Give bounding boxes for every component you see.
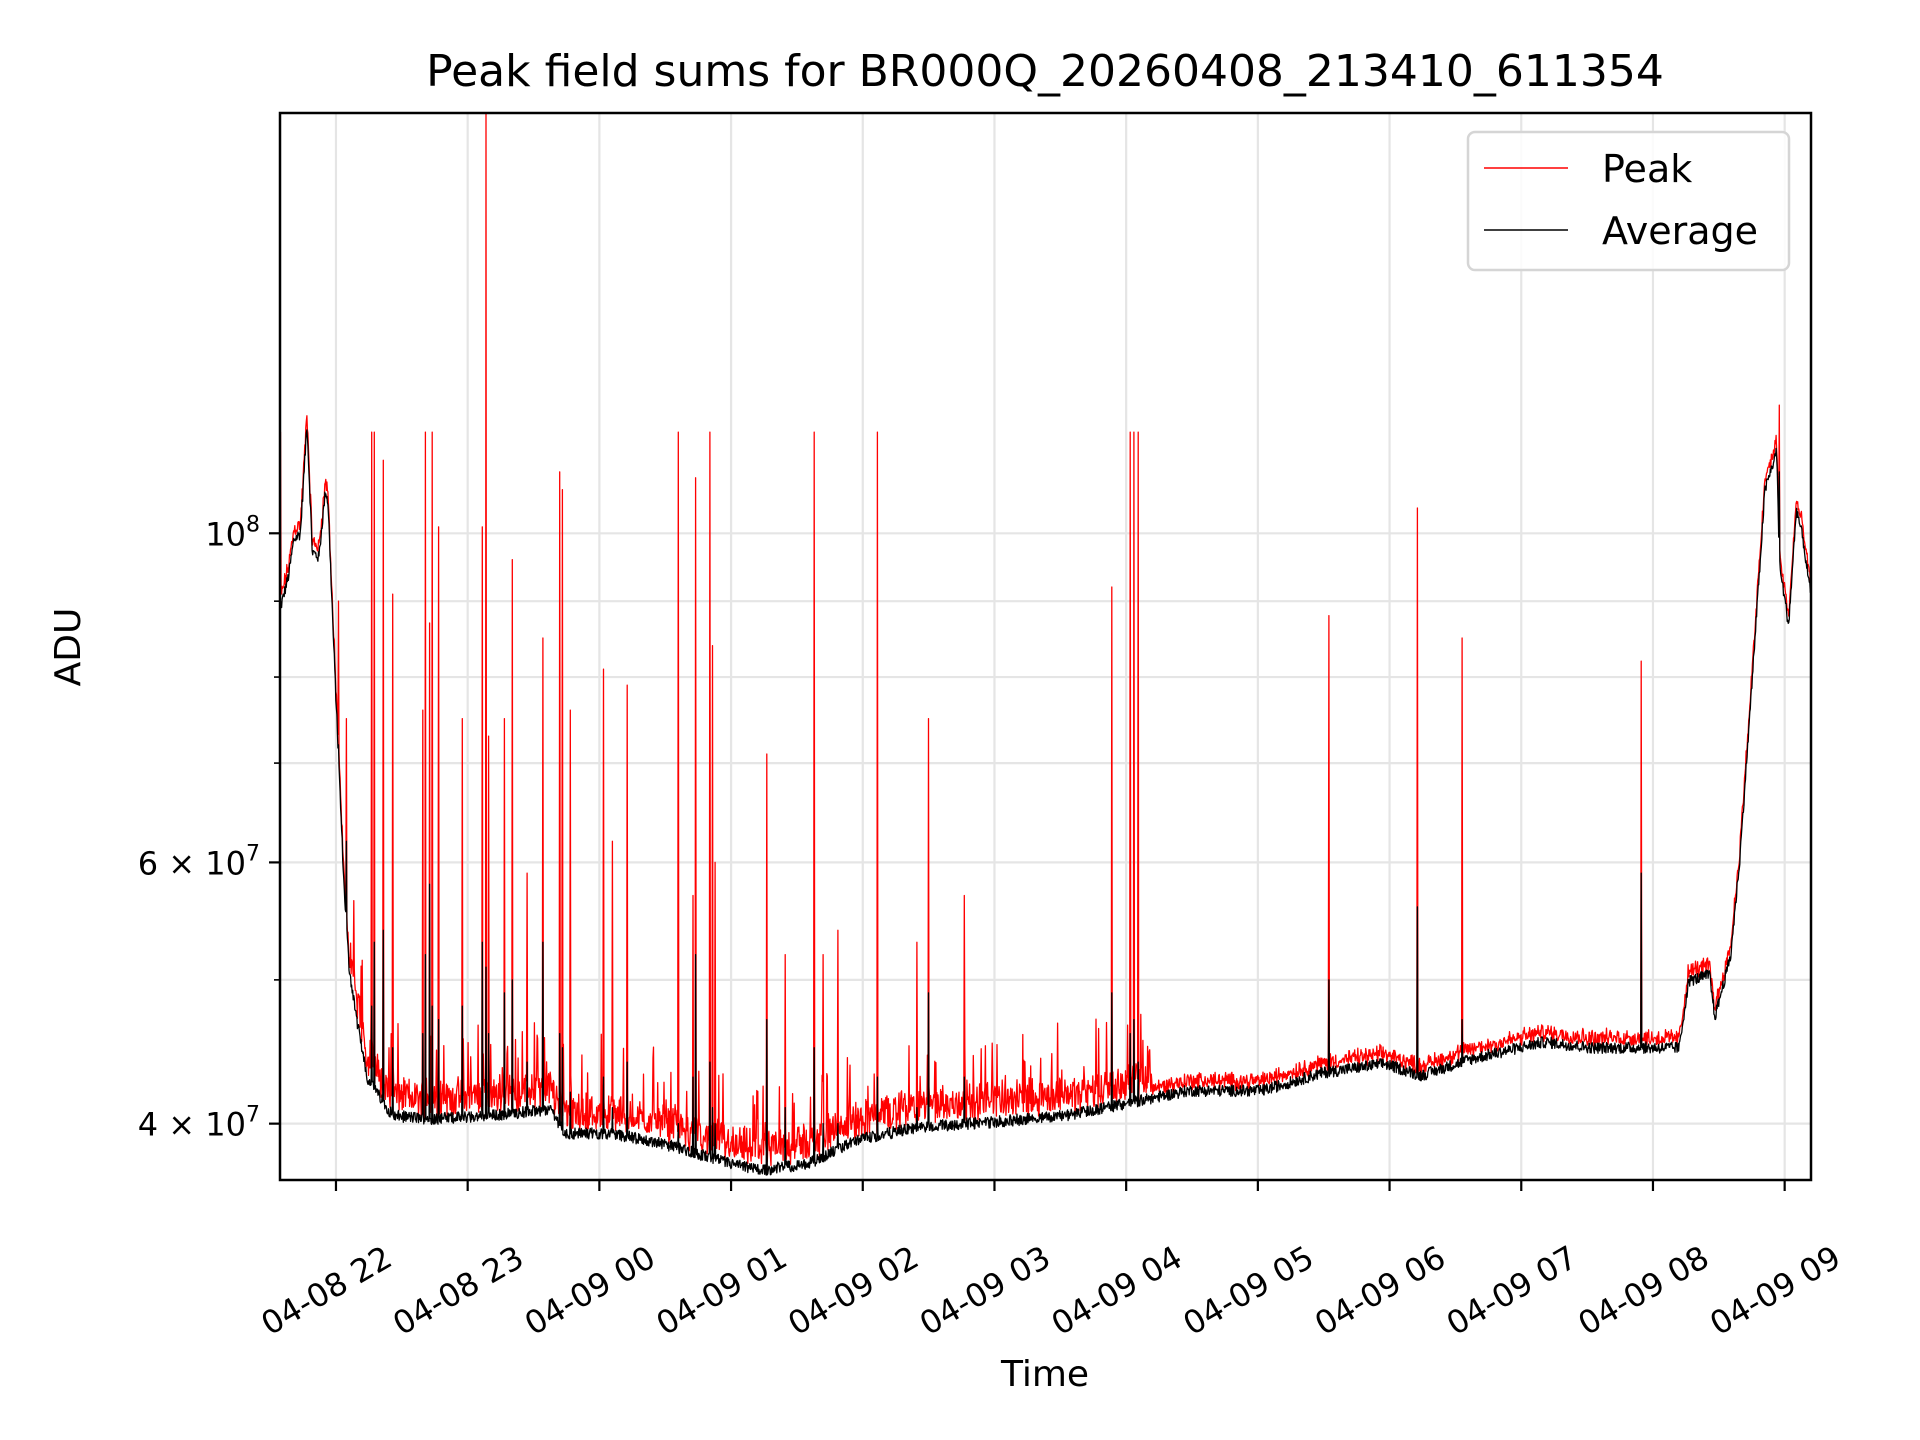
- legend: Peak Average: [1466, 130, 1791, 272]
- plot-area: [280, 113, 1811, 1176]
- legend-box: [1466, 130, 1791, 272]
- x-tick-label: 04-09 03: [913, 1238, 1057, 1343]
- legend-peak-label: Peak: [1602, 147, 1692, 191]
- chart-title: Peak field sums for BR000Q_20260408_2134…: [426, 46, 1664, 97]
- x-tick-label: 04-09 05: [1177, 1238, 1321, 1343]
- x-tick-label: 04-09 07: [1440, 1238, 1584, 1343]
- x-tick-label: 04-09 06: [1308, 1238, 1452, 1343]
- series-line-peak: [280, 113, 1811, 1167]
- x-tick-label: 04-09 04: [1045, 1238, 1189, 1343]
- x-tick-label: 04-09 01: [650, 1238, 794, 1343]
- axes-frame: [278, 111, 1813, 1182]
- x-tick-label: 04-09 08: [1572, 1238, 1716, 1343]
- y-tick-label: 6 × 107: [138, 841, 260, 882]
- y-tick-label: 108: [205, 512, 260, 553]
- legend-average-label: Average: [1602, 209, 1758, 253]
- x-tick-label: 04-08 22: [255, 1238, 399, 1343]
- y-axis-label: ADU: [48, 608, 89, 687]
- x-tick-label: 04-09 09: [1703, 1238, 1847, 1343]
- grid-lines: [280, 113, 1811, 1180]
- x-tick-label: 04-08 23: [386, 1238, 530, 1343]
- x-axis-label: Time: [1000, 1354, 1089, 1395]
- x-tick-label: 04-09 02: [781, 1238, 925, 1343]
- series-line-average: [280, 429, 1811, 1176]
- y-tick-label: 4 × 107: [138, 1103, 260, 1144]
- x-tick-label: 04-09 00: [518, 1238, 662, 1343]
